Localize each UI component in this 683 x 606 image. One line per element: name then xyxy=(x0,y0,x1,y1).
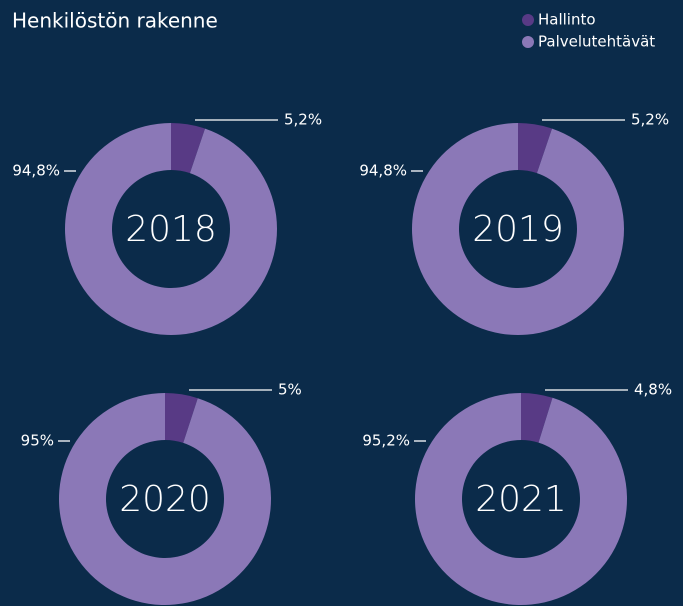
chart-title: Henkilöstön rakenne xyxy=(12,9,218,33)
data-label: 95% xyxy=(21,432,54,450)
chart-year: 2019 xyxy=(472,209,564,250)
data-label: 5% xyxy=(278,381,302,399)
donut-slice xyxy=(171,123,206,174)
data-label: 94,8% xyxy=(359,162,407,180)
data-label: 4,8% xyxy=(634,381,672,399)
donut-slice xyxy=(518,123,553,174)
donut-slice xyxy=(165,393,198,443)
donut-slice xyxy=(58,393,271,605)
data-label: 94,8% xyxy=(12,162,60,180)
chart-year: 2021 xyxy=(475,479,567,520)
legend-swatch xyxy=(522,36,534,48)
legend-label: Hallinto xyxy=(538,11,596,29)
data-label: 95,2% xyxy=(362,432,410,450)
donut-slice xyxy=(411,123,624,335)
donut-slice xyxy=(521,393,553,443)
chart-year: 2020 xyxy=(119,479,211,520)
data-label: 5,2% xyxy=(284,111,322,129)
legend-label: Palvelutehtävät xyxy=(538,33,655,51)
legend-swatch xyxy=(522,14,534,26)
chart-year: 2018 xyxy=(125,209,217,250)
donut-slice xyxy=(65,123,278,336)
donut-slice xyxy=(414,393,627,605)
data-label: 5,2% xyxy=(631,111,669,129)
